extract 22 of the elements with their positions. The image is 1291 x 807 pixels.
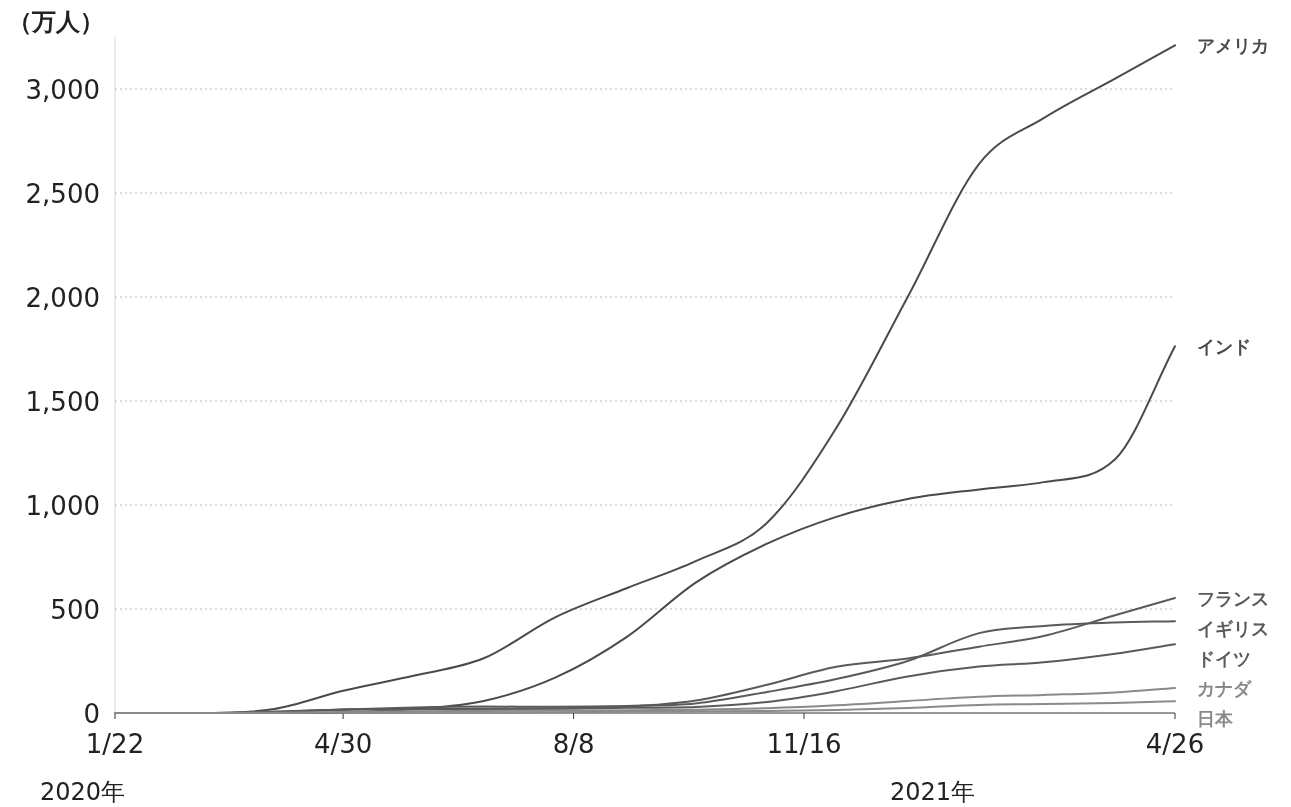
y-tick-label: 1,000 xyxy=(25,491,100,521)
y-tick-label: 1,500 xyxy=(25,387,100,417)
series-label: ドイツ xyxy=(1197,647,1251,669)
x-tick-label: 1/22 xyxy=(85,729,145,759)
series-label: フランス xyxy=(1197,587,1269,609)
series-label: カナダ xyxy=(1197,678,1252,700)
series-label: インド xyxy=(1197,336,1251,358)
series-label: アメリカ xyxy=(1197,35,1269,57)
y-tick-label: 500 xyxy=(50,595,100,625)
y-tick-label: 3,000 xyxy=(25,75,100,105)
y-axis-title: （万人） xyxy=(8,8,104,36)
x-tick-label: 4/30 xyxy=(313,729,373,759)
y-tick-label: 2,000 xyxy=(25,283,100,313)
y-tick-label: 0 xyxy=(83,699,100,729)
y-tick-label: 2,500 xyxy=(25,179,100,209)
series-label: イギリス xyxy=(1197,617,1269,639)
x-tick-label: 8/8 xyxy=(552,729,595,759)
text: 2020年 xyxy=(40,778,126,806)
x-tick-label: 11/16 xyxy=(766,729,842,759)
text: 2021年 xyxy=(890,778,976,806)
series-label: 日本 xyxy=(1197,708,1234,730)
x-tick-label: 4/26 xyxy=(1145,729,1205,759)
